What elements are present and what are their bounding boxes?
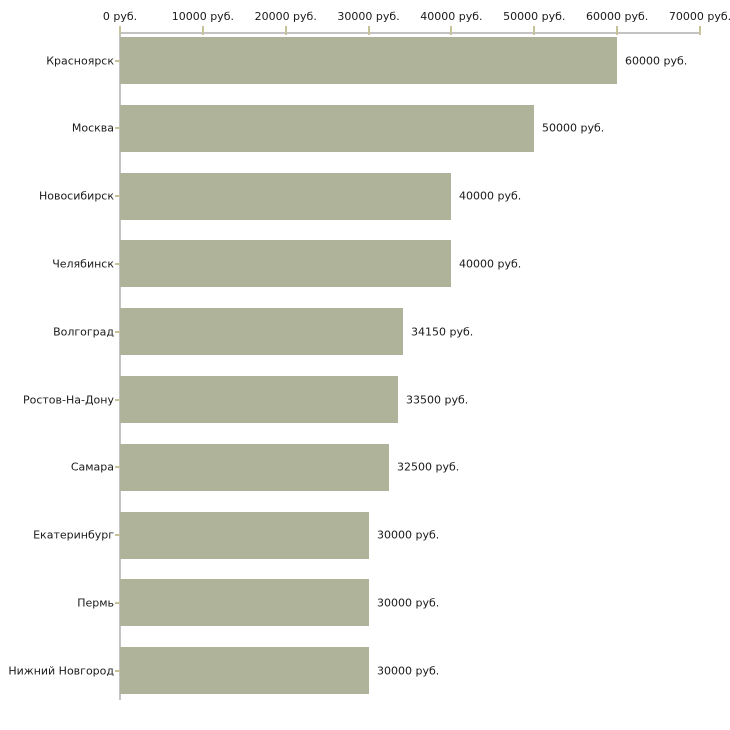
x-axis-tick-label: 30000 руб. [337, 10, 400, 23]
bar-5 [120, 376, 398, 423]
y-axis-tick-mark [115, 534, 120, 536]
x-axis-tick-label: 10000 руб. [171, 10, 234, 23]
bar-6 [120, 444, 389, 491]
bar-value-label: 33500 руб. [406, 393, 469, 407]
x-axis-tick-label: 50000 руб. [503, 10, 566, 23]
category-label: Пермь [77, 596, 114, 610]
x-axis-tick-mark [616, 26, 619, 35]
category-label: Москва [71, 121, 114, 135]
bar-8 [120, 579, 369, 626]
category-label: Нижний Новгород [8, 664, 114, 678]
category-label: Новосибирск [38, 189, 114, 203]
x-axis-tick-mark [119, 26, 121, 35]
x-axis-tick-label: 20000 руб. [254, 10, 317, 23]
x-axis-tick-mark [201, 26, 204, 35]
bar-1 [120, 105, 534, 152]
bar-value-label: 34150 руб. [411, 325, 474, 339]
category-label: Волгоград [53, 325, 114, 339]
bar-value-label: 32500 руб. [397, 460, 460, 474]
bar-value-label: 30000 руб. [377, 528, 440, 542]
bar-3 [120, 240, 451, 287]
bar-value-label: 40000 руб. [459, 257, 522, 271]
y-axis-tick-mark [115, 127, 120, 129]
y-axis-tick-mark [115, 602, 120, 604]
bar-9 [120, 647, 369, 694]
y-axis-tick-mark [115, 670, 120, 672]
bar-value-label: 30000 руб. [377, 596, 440, 610]
category-label: Самара [70, 460, 114, 474]
x-axis-tick-mark [367, 26, 370, 35]
x-axis-tick-mark [450, 26, 453, 35]
category-label: Красноярск [46, 54, 114, 68]
x-axis-tick-label: 60000 руб. [586, 10, 649, 23]
bar-2 [120, 173, 451, 220]
category-label: Ростов-На-Дону [22, 393, 114, 407]
bar-0 [120, 37, 617, 84]
category-label: Екатеринбург [33, 528, 114, 542]
y-axis-tick-mark [115, 331, 120, 333]
x-axis-line [120, 32, 700, 34]
bar-value-label: 40000 руб. [459, 189, 522, 203]
y-axis-tick-mark [115, 60, 120, 62]
y-axis-line [119, 32, 121, 700]
y-axis-tick-mark [115, 399, 120, 401]
x-axis-tick-mark [284, 26, 287, 35]
x-axis-tick-label: 40000 руб. [420, 10, 483, 23]
y-axis-tick-mark [115, 466, 120, 468]
bar-value-label: 50000 руб. [542, 121, 605, 135]
x-axis-tick-mark [533, 26, 536, 35]
bar-7 [120, 512, 369, 559]
category-label: Челябинск [52, 257, 114, 271]
x-axis-tick-label: 70000 руб. [668, 10, 730, 23]
y-axis-tick-mark [115, 263, 120, 265]
bar-value-label: 30000 руб. [377, 664, 440, 678]
x-axis-tick-mark [699, 26, 701, 35]
y-axis-tick-mark [115, 195, 120, 197]
bar-4 [120, 308, 403, 355]
x-axis-tick-label: 0 руб. [102, 10, 138, 23]
bar-value-label: 60000 руб. [625, 54, 688, 68]
